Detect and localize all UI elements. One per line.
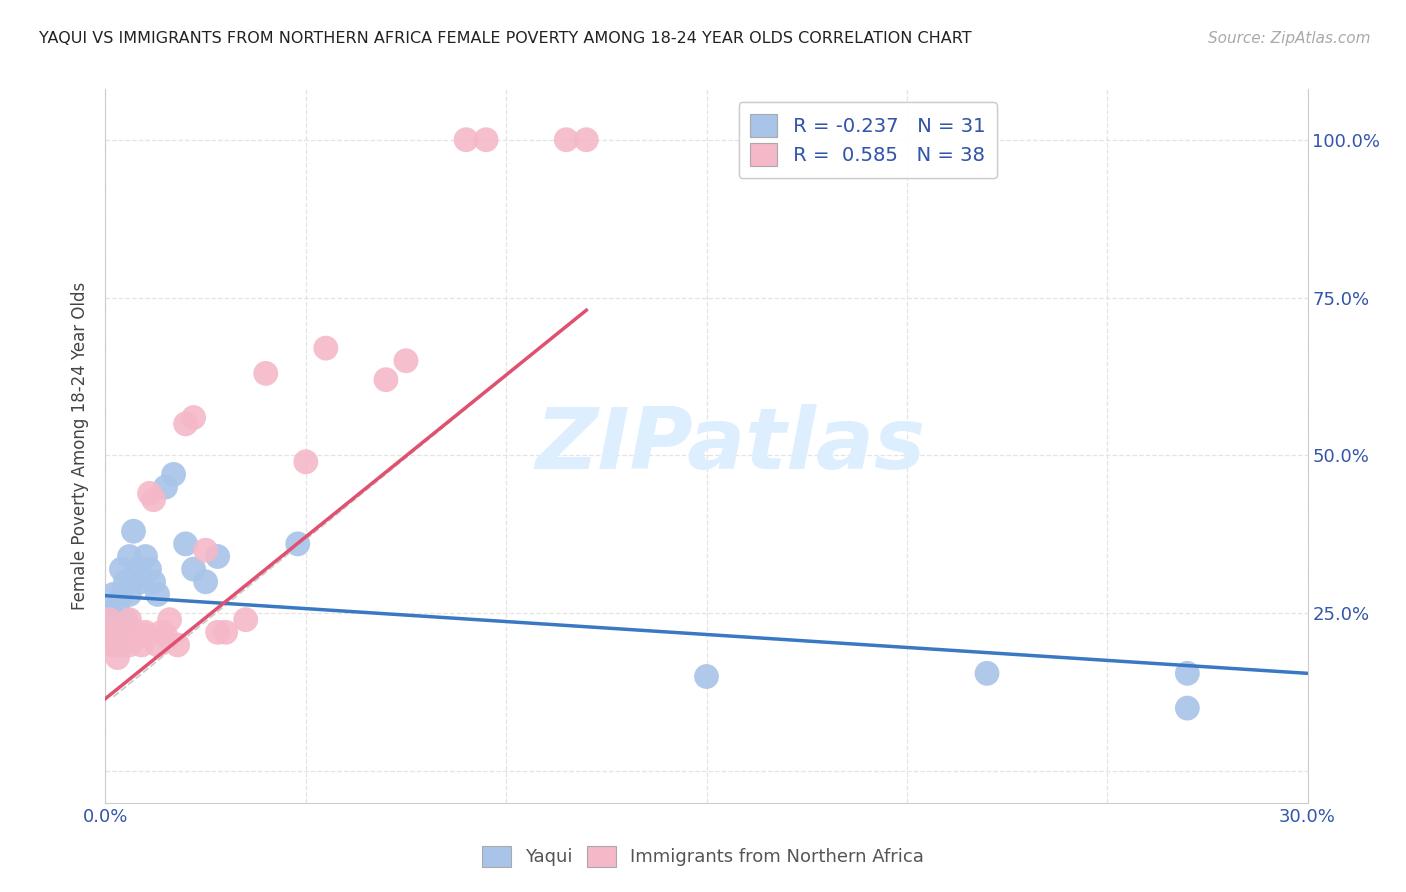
Point xyxy=(287,537,309,551)
Point xyxy=(155,480,177,494)
Point xyxy=(976,666,998,681)
Point xyxy=(183,410,205,425)
Point xyxy=(174,417,197,431)
Point xyxy=(107,625,129,640)
Point xyxy=(142,574,165,589)
Point xyxy=(118,549,141,564)
Point xyxy=(122,574,145,589)
Point xyxy=(103,625,125,640)
Legend:  R = -0.237   N = 31,  R =  0.585   N = 38: R = -0.237 N = 31, R = 0.585 N = 38 xyxy=(738,103,997,178)
Point xyxy=(103,625,125,640)
Point xyxy=(454,133,477,147)
Point xyxy=(122,524,145,539)
Point xyxy=(103,638,125,652)
Point xyxy=(174,537,197,551)
Point xyxy=(1177,701,1199,715)
Point xyxy=(98,628,121,642)
Point xyxy=(207,549,229,564)
Point xyxy=(555,133,578,147)
Point xyxy=(107,638,129,652)
Point xyxy=(183,562,205,576)
Point xyxy=(118,613,141,627)
Point xyxy=(122,628,145,642)
Point xyxy=(315,341,337,355)
Text: Source: ZipAtlas.com: Source: ZipAtlas.com xyxy=(1208,31,1371,46)
Point xyxy=(395,353,418,368)
Point xyxy=(254,367,277,381)
Point xyxy=(107,600,129,615)
Y-axis label: Female Poverty Among 18-24 Year Olds: Female Poverty Among 18-24 Year Olds xyxy=(72,282,90,610)
Point xyxy=(118,638,141,652)
Point xyxy=(98,607,121,621)
Point xyxy=(127,562,149,576)
Point xyxy=(194,574,217,589)
Point xyxy=(114,625,136,640)
Point xyxy=(475,133,498,147)
Point xyxy=(1177,666,1199,681)
Point xyxy=(214,625,236,640)
Point xyxy=(110,638,132,652)
Point xyxy=(207,625,229,640)
Point xyxy=(138,562,160,576)
Point xyxy=(374,373,398,387)
Point xyxy=(295,455,318,469)
Point xyxy=(98,613,121,627)
Point xyxy=(696,669,718,683)
Text: YAQUI VS IMMIGRANTS FROM NORTHERN AFRICA FEMALE POVERTY AMONG 18-24 YEAR OLDS CO: YAQUI VS IMMIGRANTS FROM NORTHERN AFRICA… xyxy=(39,31,972,46)
Legend: Yaqui, Immigrants from Northern Africa: Yaqui, Immigrants from Northern Africa xyxy=(475,838,931,874)
Point xyxy=(98,628,121,642)
Point xyxy=(110,562,132,576)
Point xyxy=(159,613,181,627)
Point xyxy=(110,587,132,601)
Point xyxy=(135,549,157,564)
Point xyxy=(162,467,184,482)
Point xyxy=(131,638,153,652)
Point xyxy=(107,650,129,665)
Point xyxy=(138,486,160,500)
Point xyxy=(146,638,169,652)
Point xyxy=(235,613,257,627)
Point xyxy=(131,574,153,589)
Point xyxy=(142,492,165,507)
Text: ZIPatlas: ZIPatlas xyxy=(536,404,925,488)
Point xyxy=(575,133,598,147)
Point xyxy=(118,587,141,601)
Point xyxy=(135,625,157,640)
Point xyxy=(166,638,188,652)
Point xyxy=(103,587,125,601)
Point xyxy=(155,628,177,642)
Point xyxy=(114,574,136,589)
Point xyxy=(135,628,157,642)
Point xyxy=(194,543,217,558)
Point xyxy=(114,613,136,627)
Point xyxy=(146,587,169,601)
Point xyxy=(114,628,136,642)
Point xyxy=(150,625,173,640)
Point xyxy=(127,625,149,640)
